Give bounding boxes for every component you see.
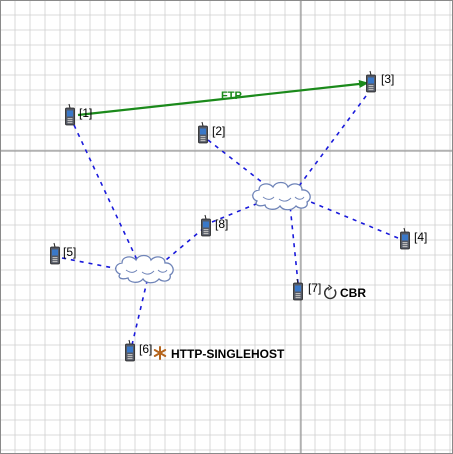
node-label: [3] — [381, 72, 394, 86]
node-1[interactable]: [1] — [65, 103, 93, 126]
node-4[interactable]: [4] — [400, 227, 428, 250]
link-3-cloud-b — [295, 95, 367, 191]
node-2[interactable]: [2] — [198, 121, 226, 144]
refresh-icon — [323, 284, 337, 300]
app-cbr-label: CBR — [340, 286, 366, 300]
mobile-device-icon — [201, 214, 211, 237]
link-6-cloud-a — [131, 276, 149, 346]
node-label: [7] — [308, 281, 321, 295]
link-1-cloud-a — [73, 124, 139, 263]
link-5-cloud-a — [61, 257, 125, 271]
mobile-device-icon — [400, 227, 410, 250]
app-http-singlehost[interactable]: HTTP-SINGLEHOST — [153, 346, 285, 361]
node-label: [2] — [212, 124, 225, 138]
node-5[interactable]: [5] — [50, 242, 77, 265]
node-7[interactable]: [7] — [293, 278, 322, 301]
node-3[interactable]: [3] — [366, 70, 395, 93]
link-8-cloud-a — [159, 227, 205, 266]
mobile-device-icon — [366, 70, 376, 93]
node-6[interactable]: [6] — [125, 339, 153, 362]
ftp-flow-label: FTP — [221, 90, 242, 102]
node-label: [1] — [79, 106, 92, 120]
wireless-links — [61, 95, 399, 346]
cloud-a — [115, 254, 174, 284]
node-8[interactable]: [8] — [201, 214, 229, 237]
app-http-singlehost-label: HTTP-SINGLEHOST — [171, 347, 285, 361]
node-label: [4] — [414, 230, 427, 244]
node-label: [6] — [139, 342, 152, 356]
ftp-flow-arrow[interactable] — [77, 80, 369, 117]
mobile-device-icon — [50, 242, 60, 265]
mobile-device-icon — [198, 121, 208, 144]
asterisk-icon — [153, 346, 167, 360]
link-7-cloud-b — [289, 204, 299, 284]
link-4-cloud-b — [305, 199, 399, 239]
ftp-flow[interactable]: FTP — [77, 80, 369, 117]
app-cbr[interactable]: CBR — [323, 284, 367, 300]
node-label: [5] — [63, 245, 76, 259]
mobile-device-icon — [65, 103, 75, 126]
node-label: [8] — [215, 217, 228, 231]
cloud-b — [252, 181, 311, 211]
